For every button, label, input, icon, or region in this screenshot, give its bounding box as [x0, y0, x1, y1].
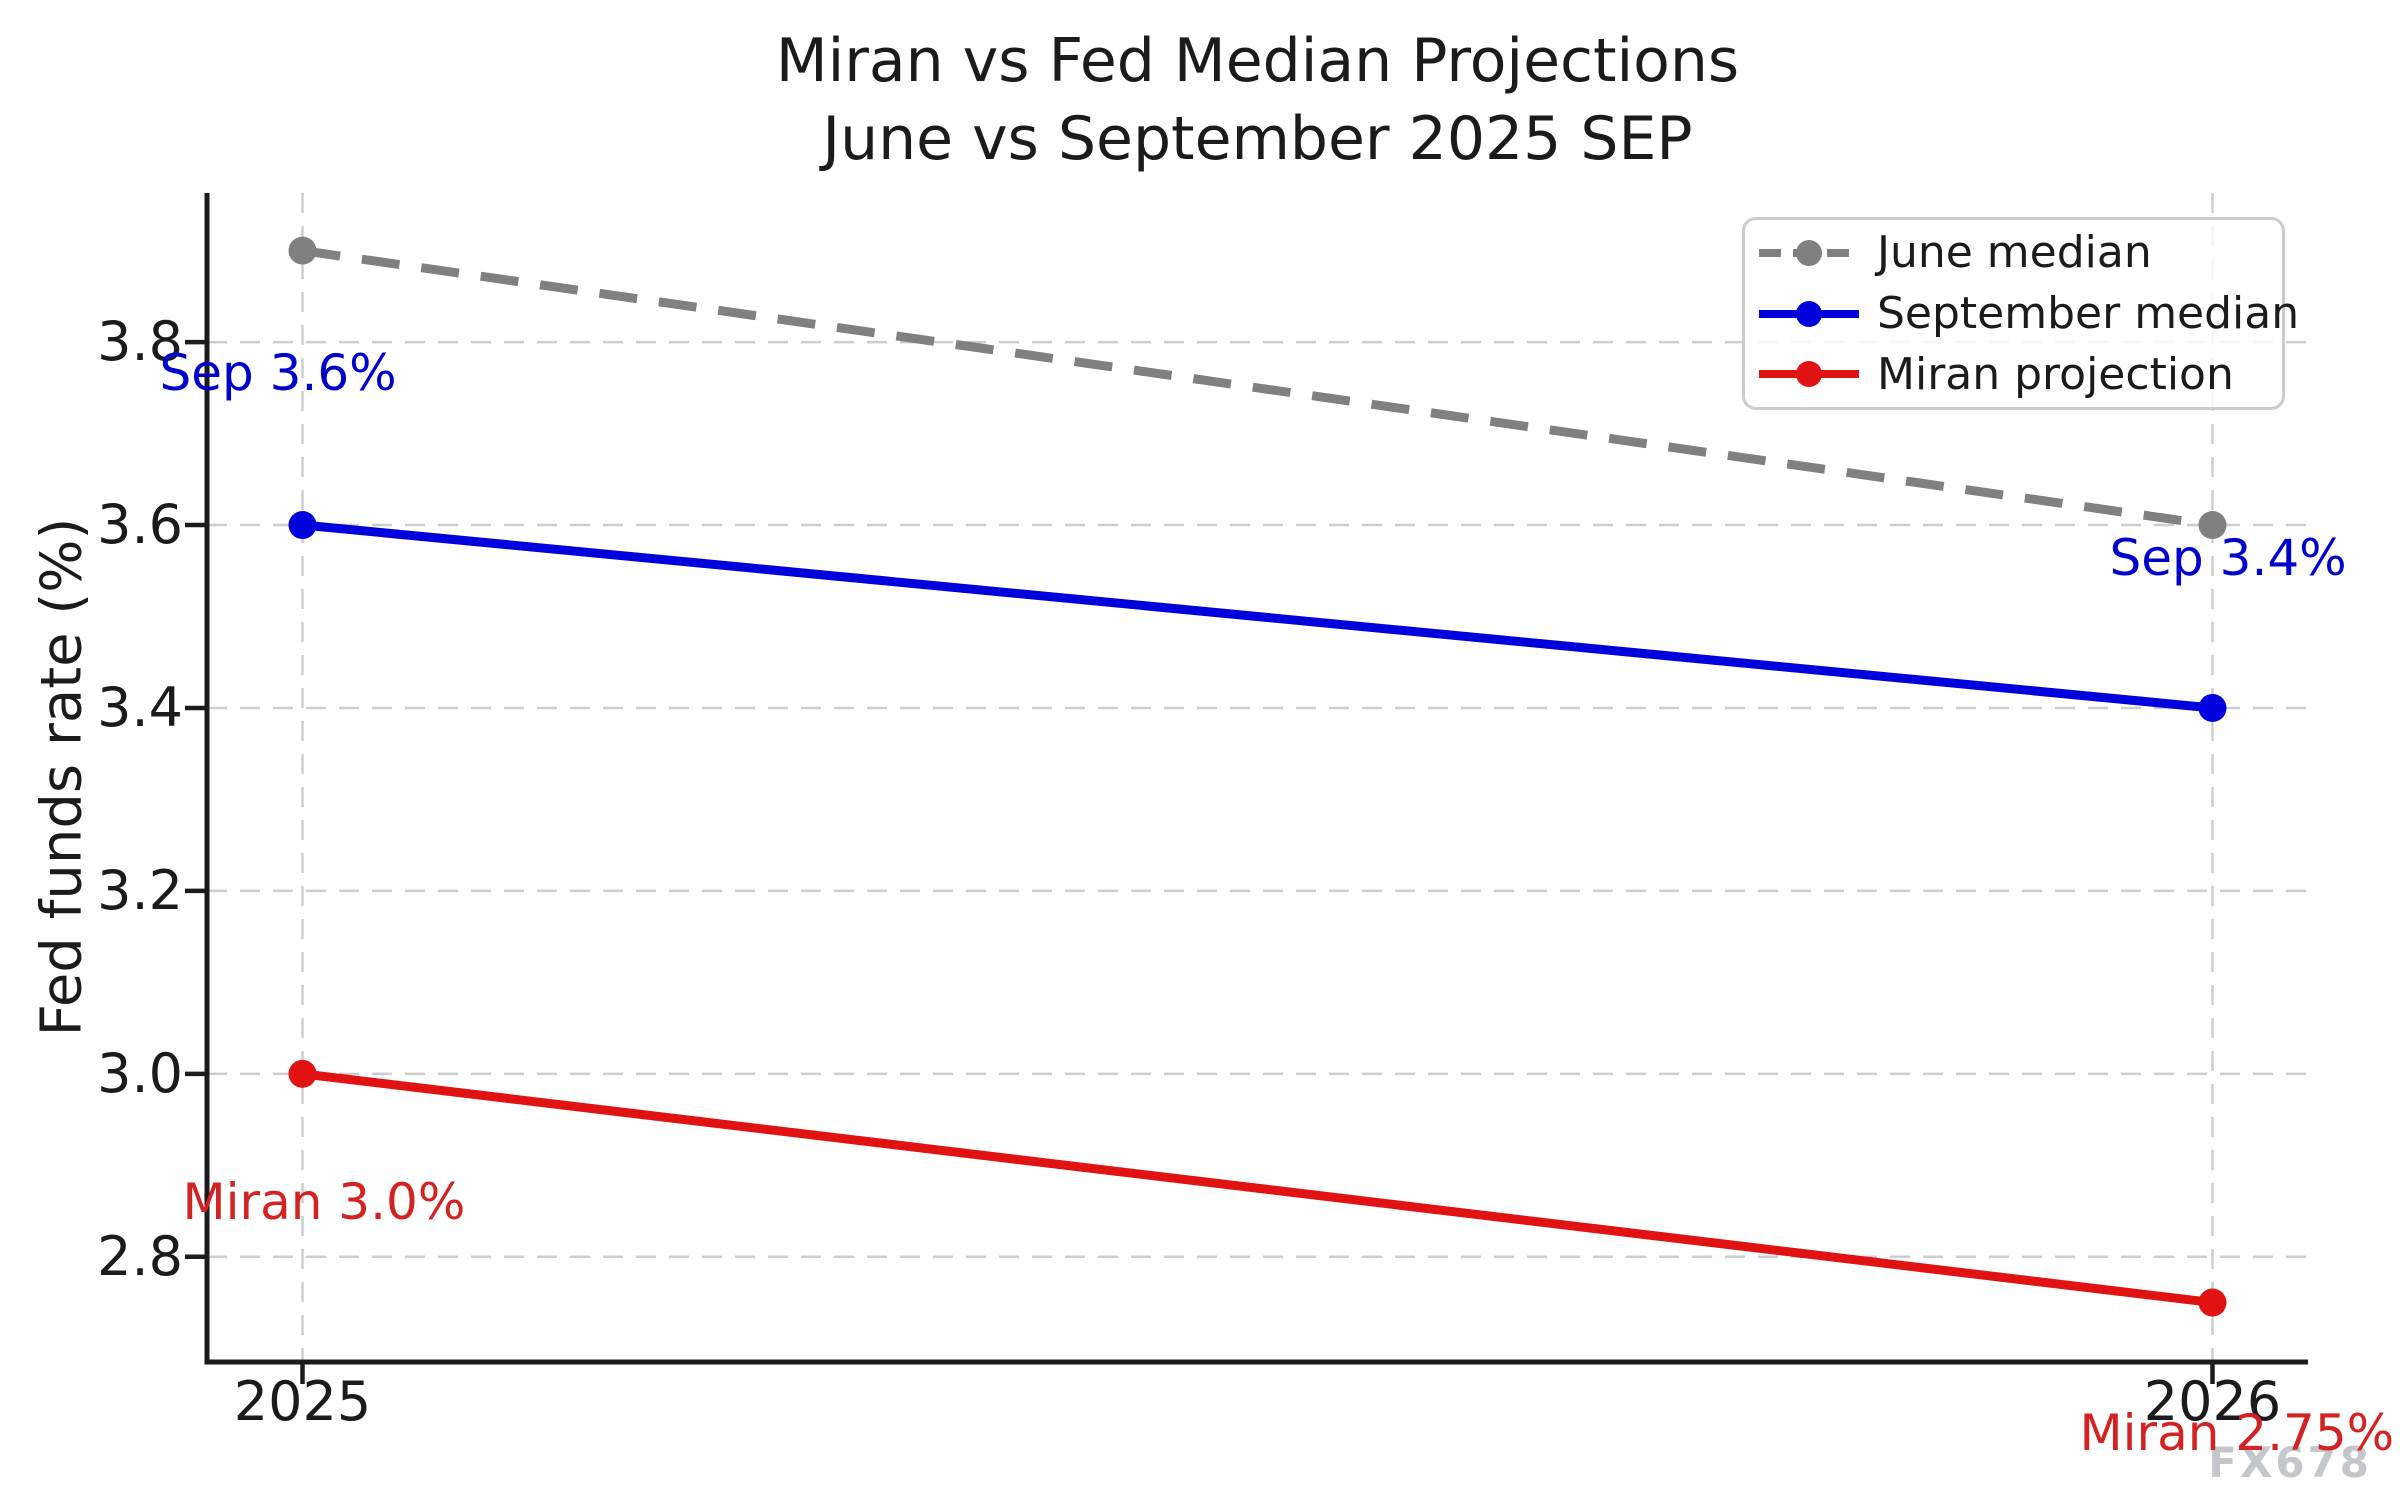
annotation-sep-3-4-: Sep 3.4%	[2109, 528, 2347, 587]
series-line-june-median	[301, 246, 2214, 530]
series-point-miran-projection	[288, 1059, 317, 1088]
legend-swatch-september-median	[1759, 300, 1859, 327]
annotation-sep-3-6-: Sep 3.6%	[159, 344, 397, 403]
legend-label: June median	[1877, 227, 2152, 279]
y-tick-label: 3.6	[97, 493, 183, 557]
legend-box: June median September median Miran proje…	[1742, 217, 2299, 410]
legend-swatch-june-median	[1759, 239, 1859, 266]
legend-item-miran-projection: Miran projection	[1757, 346, 2282, 402]
annotation-miran-2-75-: Miran 2.75%	[2079, 1403, 2395, 1462]
series-point-june-median	[288, 236, 317, 265]
x-tick-label: 2026	[2143, 1370, 2282, 1433]
annotation-miran-3-0-: Miran 3.0%	[182, 1172, 466, 1231]
y-tick-label: 3.8	[97, 310, 183, 374]
legend-label: Miran projection	[1877, 348, 2234, 400]
legend-label: September median	[1877, 288, 2300, 339]
y-axis-label: Fed funds rate (%)	[29, 517, 95, 1037]
series-point-september-median	[2198, 693, 2227, 722]
chart-title-block: Miran vs Fed Median Projections June vs …	[207, 22, 2308, 178]
watermark: FX678	[2208, 1438, 2372, 1487]
y-tick-label: 3.4	[97, 675, 183, 739]
y-tick-label: 3.0	[97, 1041, 183, 1105]
series-line-september-median	[302, 520, 2213, 713]
y-tick-label: 3.2	[97, 858, 183, 922]
chart-subtitle: June vs September 2025 SEP	[822, 104, 1693, 174]
series-point-september-median	[288, 511, 317, 540]
legend-swatch-miran-projection	[1759, 361, 1859, 388]
legend-item-june-median: June median	[1757, 225, 2282, 281]
legend-item-september-median: September median	[1757, 286, 2299, 342]
x-tick-label: 2025	[233, 1370, 372, 1433]
y-tick-label: 2.8	[97, 1224, 183, 1288]
chart-title: Miran vs Fed Median Projections	[775, 26, 1740, 96]
series-line-miran-projection	[301, 1069, 2214, 1308]
series-point-miran-projection	[2198, 1288, 2227, 1317]
series-point-june-median	[2198, 511, 2227, 540]
